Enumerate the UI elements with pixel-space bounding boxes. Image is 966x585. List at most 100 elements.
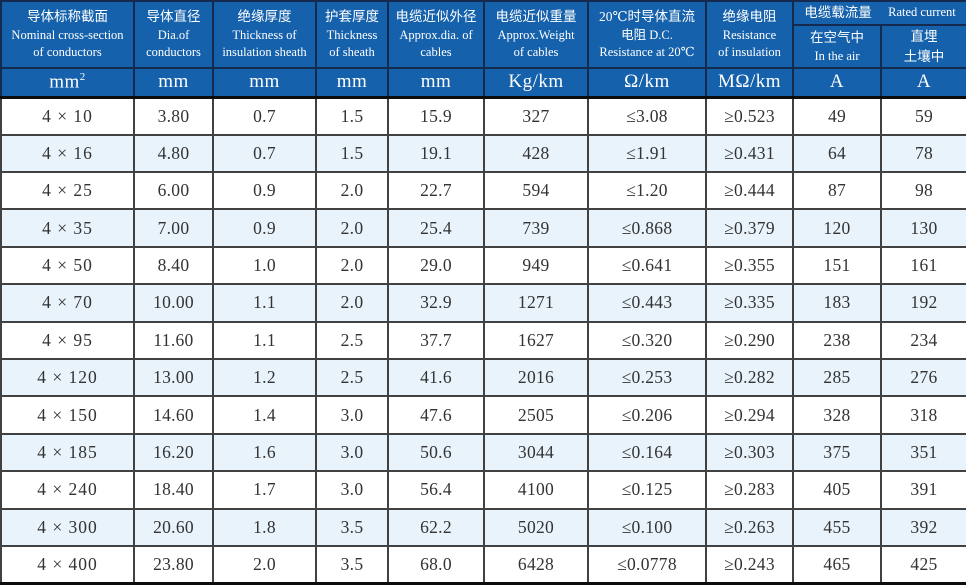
header-row-main: 导体标称截面 Nominal cross-section of conducto… [0, 0, 966, 70]
unit-cell: mm [212, 67, 317, 99]
cell: 50.6 [387, 432, 485, 473]
cell: 391 [880, 470, 966, 510]
table-row: 4 × 150 14.60 1.4 3.0 47.6 2505 ≤0.206 ≥0.294 32… [0, 395, 966, 435]
table-row: 4 × 120 13.00 1.2 2.5 41.6 2016 ≤0.253 ≥0.282 28… [0, 357, 966, 398]
unit-cell: MΩ/km [705, 67, 794, 99]
cell: 1.8 [212, 507, 317, 548]
cell: 428 [483, 133, 589, 173]
cell: ≥0.523 [705, 96, 794, 136]
cell: 4 × 300 [0, 507, 135, 548]
cell: 0.9 [212, 208, 317, 248]
cell: 41.6 [387, 357, 485, 398]
header-zh: 绝缘电阻 [722, 9, 777, 25]
table-row: 4 × 10 3.80 0.7 1.5 15.9 327 ≤3.08 ≥0.523 49 59 [0, 96, 966, 136]
header-cell-rated-current-group: 电缆载流量 Rated current [792, 0, 966, 26]
cell: 183 [792, 283, 882, 323]
cell: 2016 [483, 357, 589, 398]
cell: 285 [792, 357, 882, 398]
cell: ≥0.355 [705, 245, 794, 286]
table-row: 4 × 70 10.00 1.1 2.0 32.9 1271 ≤0.443 ≥0.335 183… [0, 283, 966, 323]
cell: ≤0.443 [587, 283, 707, 323]
header-cell-buried-soil: 直埋 土壤中 [880, 23, 966, 70]
cell: 5020 [483, 507, 589, 548]
cell: 425 [880, 545, 966, 585]
cell: 8.40 [133, 245, 214, 286]
header-zh: 绝缘厚度 [237, 9, 292, 25]
table-row: 4 × 300 20.60 1.8 3.5 62.2 5020 ≤0.100 ≥0.263 45… [0, 507, 966, 548]
cell: 4 × 16 [0, 133, 135, 173]
header-en: Resistance of insulation [718, 27, 781, 60]
table-row: 4 × 35 7.00 0.9 2.0 25.4 739 ≤0.868 ≥0.379 120 13… [0, 208, 966, 248]
cell: ≥0.290 [705, 320, 794, 360]
cell: 3.0 [315, 470, 389, 510]
cell: 1.7 [212, 470, 317, 510]
cell: ≤0.100 [587, 507, 707, 548]
cell: ≥0.335 [705, 283, 794, 323]
cell: ≤0.164 [587, 432, 707, 473]
cell: ≥0.294 [705, 395, 794, 435]
unit-cell: mm2 [0, 67, 135, 99]
cell: 4 × 400 [0, 545, 135, 585]
unit-cell: Kg/km [483, 67, 589, 99]
cell: 4 × 240 [0, 470, 135, 510]
cell: 351 [880, 432, 966, 473]
unit-cell: mm [315, 67, 389, 99]
cell: 375 [792, 432, 882, 473]
cell: 2.0 [212, 545, 317, 585]
cell: ≤1.20 [587, 170, 707, 211]
cell: 25.4 [387, 208, 485, 248]
cell: ≤0.253 [587, 357, 707, 398]
cell: 10.00 [133, 283, 214, 323]
cell: 1627 [483, 320, 589, 360]
cell: ≤0.868 [587, 208, 707, 248]
cell: 234 [880, 320, 966, 360]
cell: 87 [792, 170, 882, 211]
cell: 15.9 [387, 96, 485, 136]
cell: 161 [880, 245, 966, 286]
header-en: Thickness of insulation sheath [222, 27, 307, 60]
cell: 20.60 [133, 507, 214, 548]
cell: ≤0.206 [587, 395, 707, 435]
header-en: Thickness of sheath [326, 27, 378, 60]
table-row: 4 × 50 8.40 1.0 2.0 29.0 949 ≤0.641 ≥0.355 151 16… [0, 245, 966, 286]
cell: 3.80 [133, 96, 214, 136]
cell: ≤3.08 [587, 96, 707, 136]
cell: 465 [792, 545, 882, 585]
header-cell-dc-resistance: 20℃时导体直流 电阻 D.C. Resistance at 20℃ [587, 0, 707, 70]
header-cell-sheath-thickness: 护套厚度 Thickness of sheath [315, 0, 389, 70]
cell: 455 [792, 507, 882, 548]
cell: 49 [792, 96, 882, 136]
cell: 6428 [483, 545, 589, 585]
unit-cell: Ω/km [587, 67, 707, 99]
cell: 14.60 [133, 395, 214, 435]
cell: 0.7 [212, 133, 317, 173]
group-header-zh: 电缆载流量 [804, 5, 872, 21]
header-cell-approx-weight: 电缆近似重量 Approx.Weight of cables [483, 0, 589, 70]
header-cell-in-air: 在空气中 In the air [792, 23, 882, 70]
cell: 1.4 [212, 395, 317, 435]
cell: ≤0.320 [587, 320, 707, 360]
table-header: 导体标称截面 Nominal cross-section of conducto… [0, 0, 966, 99]
cell: 4 × 185 [0, 432, 135, 473]
cell: 3.0 [315, 432, 389, 473]
cell: 37.7 [387, 320, 485, 360]
cell: 151 [792, 245, 882, 286]
header-en: Approx.dia. of cables [399, 27, 473, 60]
cell: 130 [880, 208, 966, 248]
header-cell-diameter: 导体直径 Dia.of conductors [133, 0, 214, 70]
cell: 4100 [483, 470, 589, 510]
units-row: mm2 mm mm mm mm Kg/km Ω/km MΩ/km A A [0, 67, 966, 99]
header-zh: 电缆近似外径 [395, 9, 477, 25]
cell: 949 [483, 245, 589, 286]
cell: 1271 [483, 283, 589, 323]
cell: 4 × 70 [0, 283, 135, 323]
cell: 276 [880, 357, 966, 398]
cell: 2.5 [315, 357, 389, 398]
table-row: 4 × 185 16.20 1.6 3.0 50.6 3044 ≤0.164 ≥0.303 37… [0, 432, 966, 473]
header-en: Approx.Weight of cables [497, 27, 575, 60]
cell: 32.9 [387, 283, 485, 323]
header-zh: 在空气中 [810, 30, 864, 46]
header-cell-insulation-thickness: 绝缘厚度 Thickness of insulation sheath [212, 0, 317, 70]
